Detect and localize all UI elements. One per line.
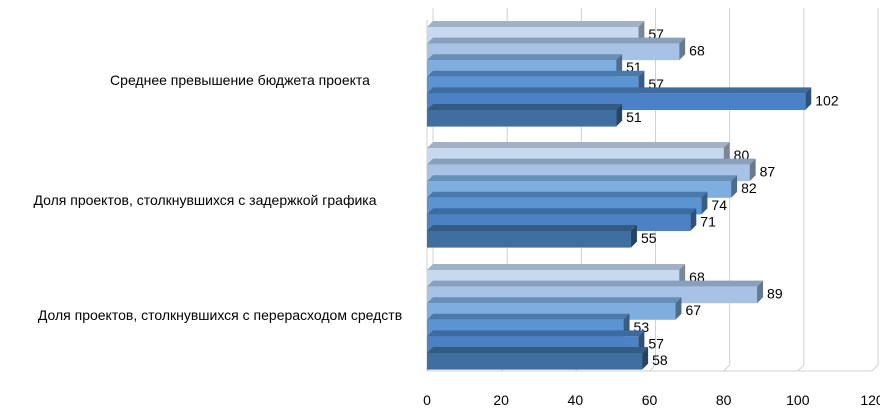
data-label: 51: [626, 109, 642, 125]
data-label: 55: [641, 230, 657, 246]
bar-end-face: [701, 191, 708, 215]
bar-top-face: [427, 104, 623, 110]
x-tick-label: 40: [568, 392, 584, 408]
bar: [427, 353, 643, 370]
data-label: 89: [767, 286, 783, 302]
floor-tick: [649, 364, 656, 372]
bar: [427, 110, 617, 127]
x-tick-label: 20: [493, 392, 509, 408]
data-label: 87: [760, 164, 776, 180]
bar-end-face: [630, 225, 637, 248]
bar-top-face: [427, 347, 649, 353]
floor-tick: [797, 364, 805, 372]
data-label: 68: [689, 43, 705, 59]
x-tick-label: 120: [860, 392, 880, 408]
bar-top-face: [427, 54, 623, 61]
category-label-delay: Доля проектов, столкнувшихся с задержкой…: [33, 192, 377, 208]
category-label-budget: Среднее превышение бюджета проекта: [110, 72, 370, 88]
bar-top-face: [427, 191, 708, 198]
bar-top-face: [427, 297, 682, 304]
floor-tick: [723, 364, 731, 372]
bar-end-face: [642, 347, 649, 370]
bar-top-face: [427, 70, 645, 77]
bar-end-face: [675, 297, 682, 320]
data-label: 67: [685, 302, 701, 318]
bar-top-face: [427, 225, 637, 231]
data-label: 57: [648, 335, 664, 351]
bar-end-face: [805, 87, 812, 110]
bar-end-face: [616, 104, 623, 127]
data-label: 71: [700, 213, 716, 229]
floor-tick: [871, 364, 879, 372]
bar-end-face: [731, 175, 738, 198]
x-tick-label: 60: [642, 392, 658, 408]
data-label: 82: [741, 180, 757, 196]
bar-top-face: [427, 158, 756, 165]
bar: [427, 231, 631, 248]
x-tick-label: 100: [786, 392, 810, 408]
bar-top-face: [427, 208, 697, 215]
x-tick-label: 80: [716, 392, 732, 408]
bar-top-face: [427, 175, 738, 182]
bar-end-face: [749, 158, 756, 182]
data-label: 102: [815, 92, 839, 108]
bar-top-face: [427, 330, 645, 337]
bar-end-face: [757, 280, 764, 304]
bar-end-face: [690, 208, 697, 231]
x-tick-label: 0: [423, 392, 431, 408]
data-label: 74: [711, 197, 727, 213]
bar-top-face: [427, 264, 686, 270]
bar-end-face: [679, 37, 686, 61]
bar-top-face: [427, 280, 764, 287]
bar-top-face: [427, 87, 812, 94]
bar-top-face: [427, 313, 630, 320]
bar-top-face: [427, 142, 730, 148]
bar-top-face: [427, 21, 645, 27]
data-label: 58: [652, 352, 668, 368]
bar-top-face: [427, 37, 686, 44]
category-label-overspend: Доля проектов, столкнувшихся с перерасхо…: [37, 307, 403, 323]
